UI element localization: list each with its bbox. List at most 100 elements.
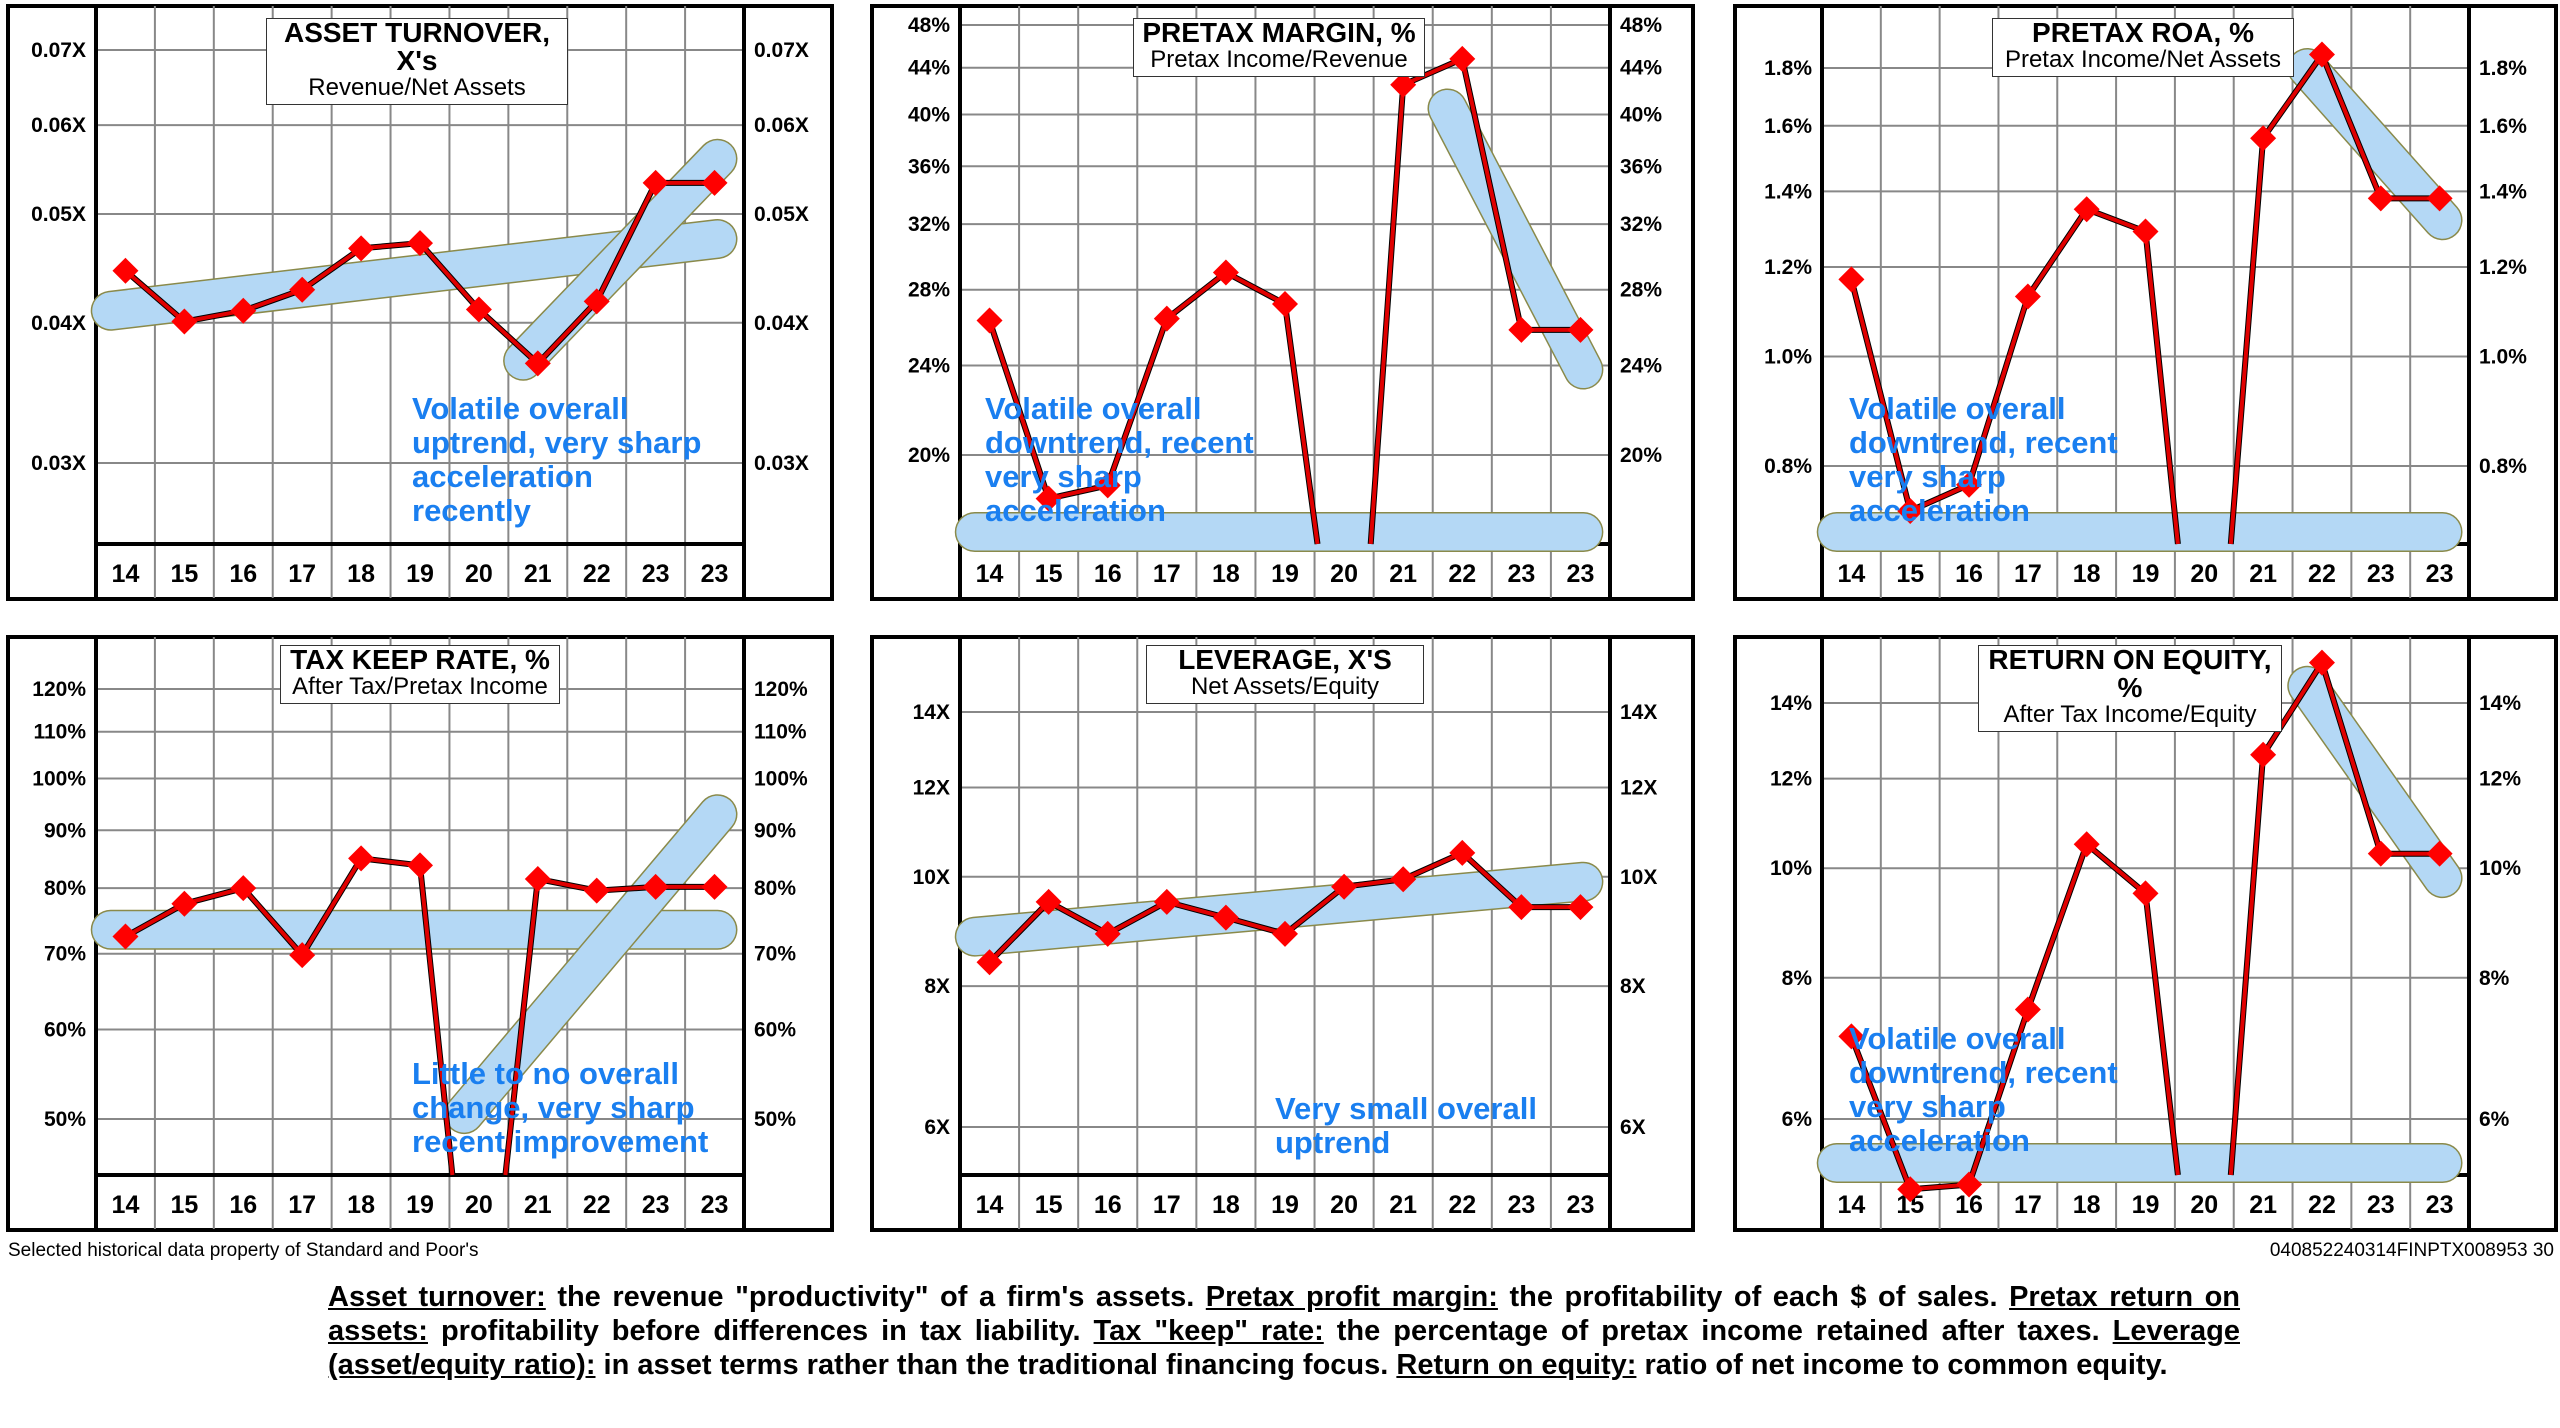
- data-point-marker: [171, 890, 198, 917]
- y-tick-label-right: 10%: [2479, 857, 2521, 880]
- y-tick-label-left: 6%: [1782, 1108, 1813, 1131]
- chart-title: LEVERAGE, X'S: [1178, 644, 1392, 675]
- data-point-marker: [1035, 888, 1062, 915]
- y-tick-label-left: 20%: [908, 444, 950, 467]
- chart-subtitle: After Tax/Pretax Income: [292, 673, 548, 700]
- y-tick-label-left: 0.8%: [1764, 455, 1812, 478]
- x-tick-label: 20: [1330, 560, 1358, 588]
- chart-panel-1: 48% 48% 44% 44% 40% 40% 36% 36% 32% 32% 28% 28% 24% 2…: [870, 4, 1695, 601]
- data-point-marker: [2073, 831, 2100, 858]
- chart-title-box: PRETAX ROA, % Pretax Income/Net Assets: [1992, 18, 2294, 77]
- x-tick-label: 21: [524, 1191, 552, 1219]
- y-tick-label-left: 14%: [1770, 692, 1812, 715]
- x-tick-label: 19: [1271, 560, 1299, 588]
- x-tick-label: 16: [229, 1191, 257, 1219]
- x-tick-label: 19: [2132, 1191, 2160, 1219]
- y-tick-label-left: 40%: [908, 104, 950, 127]
- x-tick-label: 17: [1153, 560, 1181, 588]
- data-point-marker: [976, 949, 1003, 976]
- note-term: Pretax profit margin:: [1205, 1281, 1498, 1313]
- data-point-marker: [171, 308, 198, 335]
- note-text: the percentage of pretax income retained…: [1323, 1315, 2113, 1347]
- trend-annotation: Volatile overall downtrend, recent very …: [1849, 1021, 2118, 1158]
- x-tick-label: 20: [465, 560, 493, 588]
- y-tick-label-right: 12X: [1620, 777, 1657, 800]
- y-tick-label-right: 28%: [1620, 279, 1662, 302]
- y-tick-label-left: 48%: [908, 14, 950, 37]
- data-point-marker: [1094, 920, 1121, 947]
- x-tick-label: 22: [583, 1191, 611, 1219]
- y-tick-label-right: 1.2%: [2479, 256, 2527, 279]
- trend-annotation: Little to no overall change, very sharp …: [412, 1056, 709, 1159]
- y-tick-label-right: 80%: [754, 877, 796, 900]
- chart-title: TAX KEEP RATE, %: [290, 644, 550, 675]
- data-point-marker: [407, 230, 433, 257]
- data-point-marker: [2308, 41, 2335, 68]
- note-text: the profitability of each $ of sales.: [1497, 1281, 2010, 1313]
- x-tick-label: 20: [465, 1191, 493, 1219]
- y-tick-label-right: 40%: [1620, 104, 1662, 127]
- y-tick-label-left: 0.05X: [31, 203, 86, 226]
- chart-panel-2: 1.8% 1.8% 1.6% 1.6% 1.4% 1.4% 1.2% 1.2% 1.0% 1.0%…: [1733, 4, 2558, 601]
- y-tick-label-left: 90%: [44, 819, 86, 842]
- trend-band: [445, 795, 736, 1133]
- x-tick-label: 23: [701, 1191, 729, 1219]
- y-tick-label-left: 1.0%: [1764, 345, 1812, 368]
- chart-frame: [1733, 635, 2558, 1232]
- y-tick-label-right: 1.6%: [2479, 115, 2527, 138]
- data-point-marker: [1897, 497, 1924, 524]
- x-tick-label: 23: [1567, 560, 1595, 588]
- y-tick-label-right: 14%: [2479, 692, 2521, 715]
- data-point-marker: [1508, 316, 1535, 343]
- y-tick-label-left: 10%: [1770, 857, 1812, 880]
- x-tick-label: 23: [2426, 560, 2454, 588]
- trend-annotation: Very small overall uptrend: [1275, 1091, 1537, 1160]
- data-point-marker: [701, 169, 728, 196]
- data-point-marker: [112, 257, 139, 284]
- chart-title-box: RETURN ON EQUITY, % After Tax Income/Equi…: [1978, 645, 2282, 732]
- y-tick-label-left: 0.04X: [31, 312, 86, 335]
- note-text: in asset terms rather than the tradition…: [595, 1349, 1397, 1381]
- data-point-marker: [2132, 218, 2159, 245]
- y-tick-label-left: 1.2%: [1764, 256, 1812, 279]
- trend-band: [956, 863, 1602, 956]
- y-tick-label-left: 12%: [1770, 768, 1812, 791]
- x-tick-label: 14: [112, 560, 140, 588]
- x-tick-label: 23: [642, 1191, 670, 1219]
- y-tick-label-right: 90%: [754, 819, 796, 842]
- chart-title-box: LEVERAGE, X'S Net Assets/Equity: [1146, 645, 1424, 704]
- x-tick-label: 22: [1448, 560, 1476, 588]
- y-tick-label-right: 20%: [1620, 444, 1662, 467]
- data-point-marker: [701, 873, 728, 900]
- y-tick-label-right: 1.0%: [2479, 345, 2527, 368]
- data-point-marker: [407, 852, 433, 879]
- trend-annotation: Volatile overall downtrend, recent very …: [1849, 391, 2118, 528]
- chart-title: PRETAX ROA, %: [2032, 17, 2254, 48]
- y-tick-label-right: 60%: [754, 1018, 796, 1041]
- data-point-marker: [1508, 894, 1535, 921]
- x-tick-label: 18: [1212, 1191, 1240, 1219]
- y-tick-label-right: 12%: [2479, 768, 2521, 791]
- y-tick-label-right: 32%: [1620, 213, 1662, 236]
- data-point-marker: [1897, 1176, 1924, 1203]
- x-tick-label: 14: [976, 560, 1004, 588]
- x-tick-label: 17: [288, 1191, 316, 1219]
- data-point-marker: [1567, 894, 1594, 921]
- x-tick-label: 22: [2308, 1191, 2336, 1219]
- data-point-marker: [1390, 71, 1417, 98]
- y-tick-label-right: 8X: [1620, 975, 1646, 998]
- x-tick-label: 19: [1271, 1191, 1299, 1219]
- definitions-paragraph: Asset turnover: the revenue "productivit…: [328, 1280, 2240, 1382]
- data-point-marker: [524, 866, 551, 893]
- x-tick-label: 16: [229, 560, 257, 588]
- x-tick-label: 21: [524, 560, 552, 588]
- data-point-marker: [465, 296, 492, 323]
- data-point-marker: [1449, 839, 1476, 866]
- x-tick-label: 23: [1507, 1191, 1535, 1219]
- x-tick-label: 23: [1507, 560, 1535, 588]
- x-tick-label: 18: [2073, 560, 2101, 588]
- data-point-marker: [1272, 290, 1298, 317]
- data-point-marker: [230, 875, 257, 902]
- y-tick-label-left: 50%: [44, 1108, 86, 1131]
